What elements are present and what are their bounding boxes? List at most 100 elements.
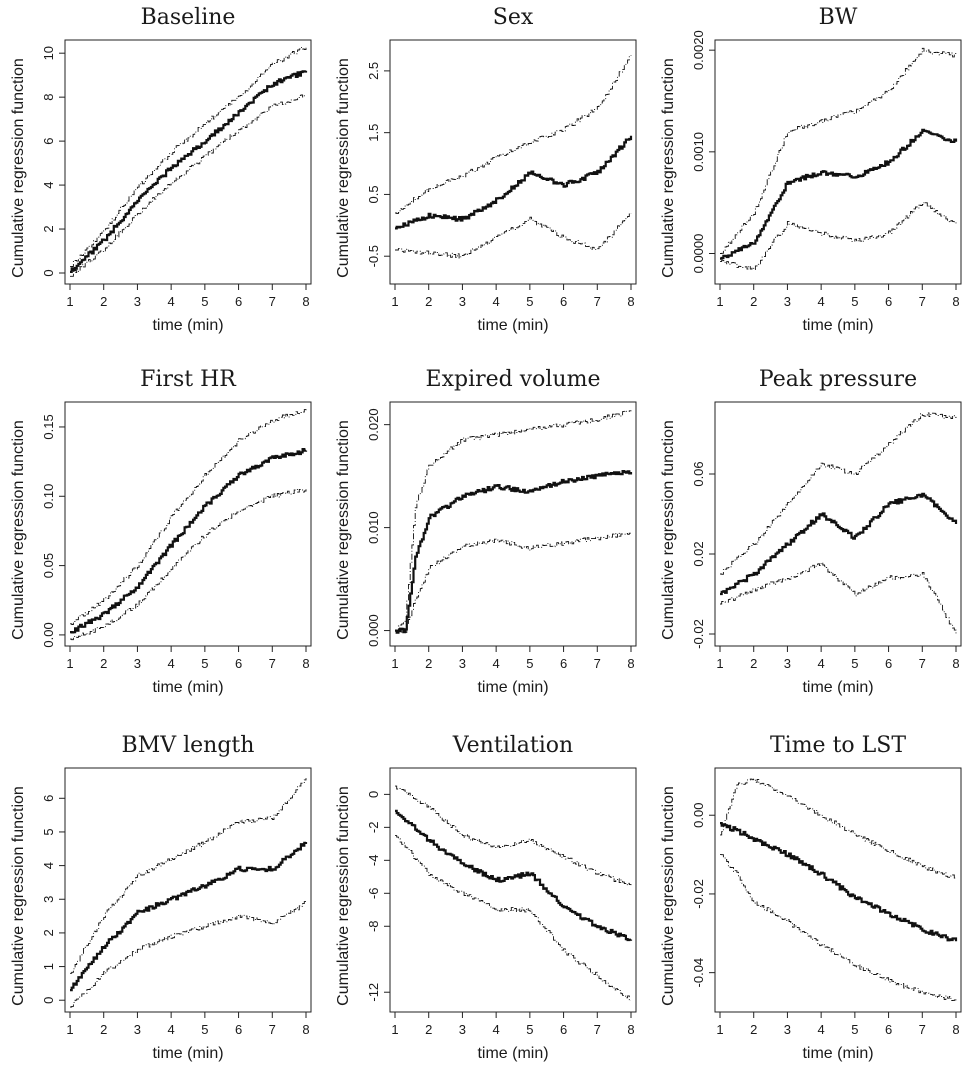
x-tick-label: 5 [526, 1022, 533, 1037]
x-axis-label: time (min) [802, 317, 873, 334]
x-tick-label: 8 [952, 1022, 959, 1037]
y-tick-label: 0.05 [41, 553, 56, 578]
x-tick-label: 7 [269, 656, 276, 671]
x-tick-label: 3 [134, 294, 141, 309]
y-axis-label: Cumulative regression function [335, 58, 352, 278]
x-tick-label: 5 [201, 1022, 208, 1037]
y-tick-label: 4 [41, 181, 56, 188]
x-tick-label: 2 [100, 656, 107, 671]
upper-band-line [395, 785, 632, 886]
y-tick-label: -12 [366, 983, 381, 1002]
x-axis-label: time (min) [152, 317, 223, 334]
estimate-line [395, 470, 633, 634]
panel-title: BW [819, 5, 858, 30]
x-axis-label: time (min) [477, 679, 548, 696]
x-tick-label: 2 [425, 1022, 432, 1037]
plot-frame [64, 401, 312, 647]
y-tick-label: 0.000 [366, 614, 381, 647]
x-axis-label: time (min) [802, 1045, 873, 1062]
estimate-line [70, 841, 308, 992]
y-tick-label: -4 [366, 855, 381, 867]
panel-4: Expired volume 1 2 3 4 5 6 7 8 0.000 0.010 0.020 tim… [335, 367, 637, 696]
y-axis-label: Cumulative regression function [335, 786, 352, 1006]
panel-7: Ventilation 1 2 3 4 5 6 7 8 0 -2 -4 -6 -8 -12 time (min… [335, 733, 637, 1062]
x-tick-label: 7 [594, 1022, 601, 1037]
upper-band-line [70, 409, 307, 625]
panel-title: Expired volume [426, 367, 601, 392]
x-tick-label: 2 [100, 1022, 107, 1037]
x-tick-label: 1 [391, 1022, 398, 1037]
panel-title: First HR [140, 367, 237, 392]
panel-title: Ventilation [452, 733, 573, 758]
plot-frame [64, 767, 312, 1013]
y-tick-label: 6 [41, 795, 56, 802]
panel-3: First HR 1 2 3 4 5 6 7 8 0.00 0.05 0.10 0.15 time (mi… [10, 367, 312, 696]
x-axis-label: time (min) [477, 1045, 548, 1062]
x-tick-label: 7 [269, 1022, 276, 1037]
x-tick-label: 1 [66, 656, 73, 671]
y-axis-label: Cumulative regression function [335, 420, 352, 640]
x-tick-label: 3 [134, 656, 141, 671]
x-tick-label: 2 [750, 1022, 757, 1037]
y-axis-label: Cumulative regression function [660, 786, 677, 1006]
y-tick-label: -2 [366, 822, 381, 834]
x-tick-label: 4 [818, 294, 825, 309]
x-tick-label: 2 [750, 294, 757, 309]
x-tick-label: 1 [66, 1022, 73, 1037]
estimate-line [395, 135, 633, 230]
x-tick-label: 7 [919, 656, 926, 671]
y-tick-label: 0.010 [366, 511, 381, 544]
y-tick-label: 3 [41, 896, 56, 903]
x-tick-label: 6 [885, 294, 892, 309]
y-tick-label: 0.00 [41, 622, 56, 647]
x-tick-label: 3 [459, 656, 466, 671]
estimate-line [720, 822, 958, 942]
x-tick-label: 8 [627, 1022, 634, 1037]
y-tick-label: 0.5 [366, 185, 381, 203]
x-tick-label: 8 [302, 294, 309, 309]
y-tick-label: -0.02 [691, 879, 706, 909]
x-tick-label: 6 [235, 294, 242, 309]
y-tick-label: 5 [41, 828, 56, 835]
panel-title: Baseline [141, 5, 236, 30]
upper-band-line [70, 778, 307, 974]
x-tick-label: 8 [952, 656, 959, 671]
x-tick-label: 6 [560, 1022, 567, 1037]
upper-band-line [70, 46, 307, 267]
x-tick-label: 4 [168, 656, 175, 671]
x-tick-label: 7 [594, 656, 601, 671]
x-tick-label: 5 [526, 294, 533, 309]
y-tick-label: 0.15 [41, 414, 56, 439]
y-tick-label: 0.0000 [691, 234, 706, 274]
y-axis-label: Cumulative regression function [10, 786, 27, 1006]
panel-6: BMV length 1 2 3 4 5 6 7 8 0 1 2 3 4 5 6 time (min) Cumul… [10, 733, 312, 1062]
y-axis-label: Cumulative regression function [10, 58, 27, 278]
lower-band-line [395, 835, 631, 1001]
plot-frame [389, 767, 637, 1013]
panel-title: Peak pressure [759, 367, 917, 392]
lower-band-line [70, 94, 307, 277]
y-tick-label: -6 [366, 888, 381, 900]
x-tick-label: 3 [459, 1022, 466, 1037]
x-tick-label: 5 [201, 656, 208, 671]
x-axis-label: time (min) [802, 679, 873, 696]
x-tick-label: 2 [750, 656, 757, 671]
panel-1: Sex 1 2 3 4 5 6 7 8 -0.5 0.5 1.5 2.5 time (min) Cumula… [335, 5, 637, 334]
x-tick-label: 7 [919, 294, 926, 309]
estimate-line [720, 492, 958, 596]
y-tick-label: 6 [41, 137, 56, 144]
panel-2: BW 1 2 3 4 5 6 7 8 0.0000 0.0010 0.0020 time (min) Cu… [660, 5, 962, 334]
y-tick-label: 0.0010 [691, 132, 706, 172]
panel-title: BMV length [122, 733, 255, 758]
y-tick-label: 0.10 [41, 484, 56, 509]
x-axis-label: time (min) [477, 317, 548, 334]
panel-8: Time to LST 1 2 3 4 5 6 7 8 0.00 -0.02 -0.04 time (m… [660, 733, 962, 1062]
x-tick-label: 2 [425, 294, 432, 309]
y-tick-label: -0.02 [691, 619, 706, 649]
x-tick-label: 3 [784, 656, 791, 671]
upper-band-line [720, 778, 957, 879]
x-tick-label: 5 [851, 294, 858, 309]
upper-band-line [720, 47, 957, 254]
x-tick-label: 4 [818, 1022, 825, 1037]
panel-0: Baseline 1 2 3 4 5 6 7 8 0 2 4 6 8 10 time (min) Cumulat… [10, 5, 312, 334]
